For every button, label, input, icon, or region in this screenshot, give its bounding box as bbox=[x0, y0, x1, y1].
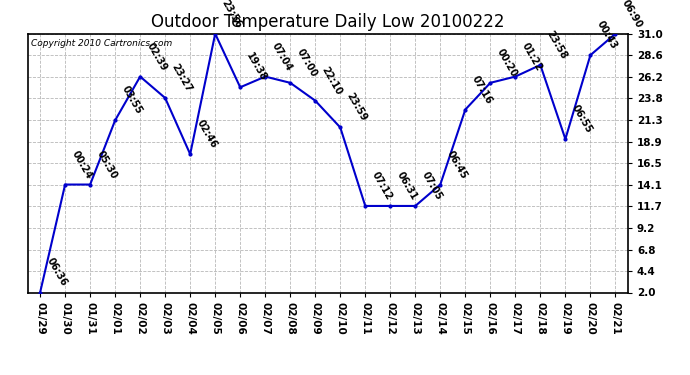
Text: 06:55: 06:55 bbox=[569, 103, 593, 135]
Text: 06:90: 06:90 bbox=[620, 0, 644, 30]
Text: 23:59: 23:59 bbox=[344, 92, 368, 123]
Text: 00:24: 00:24 bbox=[69, 148, 93, 180]
Text: 19:38: 19:38 bbox=[244, 51, 268, 83]
Text: 23:56: 23:56 bbox=[219, 0, 244, 30]
Text: 23:58: 23:58 bbox=[544, 29, 569, 61]
Text: Copyright 2010 Cartronics.com: Copyright 2010 Cartronics.com bbox=[30, 39, 172, 48]
Text: 01:22: 01:22 bbox=[520, 40, 544, 72]
Text: 05:30: 05:30 bbox=[95, 148, 119, 180]
Text: 22:10: 22:10 bbox=[319, 64, 344, 96]
Text: 07:05: 07:05 bbox=[420, 170, 444, 202]
Text: 02:39: 02:39 bbox=[144, 40, 168, 72]
Text: 00:20: 00:20 bbox=[495, 47, 519, 79]
Text: 06:45: 06:45 bbox=[444, 148, 469, 180]
Text: 07:12: 07:12 bbox=[369, 170, 393, 202]
Title: Outdoor Temperature Daily Low 20100222: Outdoor Temperature Daily Low 20100222 bbox=[151, 13, 504, 31]
Text: 23:27: 23:27 bbox=[169, 62, 193, 94]
Text: 07:04: 07:04 bbox=[269, 40, 293, 72]
Text: 07:00: 07:00 bbox=[295, 47, 319, 79]
Text: 07:16: 07:16 bbox=[469, 74, 493, 105]
Text: 00:43: 00:43 bbox=[595, 19, 619, 51]
Text: 06:31: 06:31 bbox=[395, 170, 419, 202]
Text: 02:46: 02:46 bbox=[195, 118, 219, 150]
Text: 03:55: 03:55 bbox=[119, 84, 144, 116]
Text: 06:36: 06:36 bbox=[44, 256, 68, 288]
